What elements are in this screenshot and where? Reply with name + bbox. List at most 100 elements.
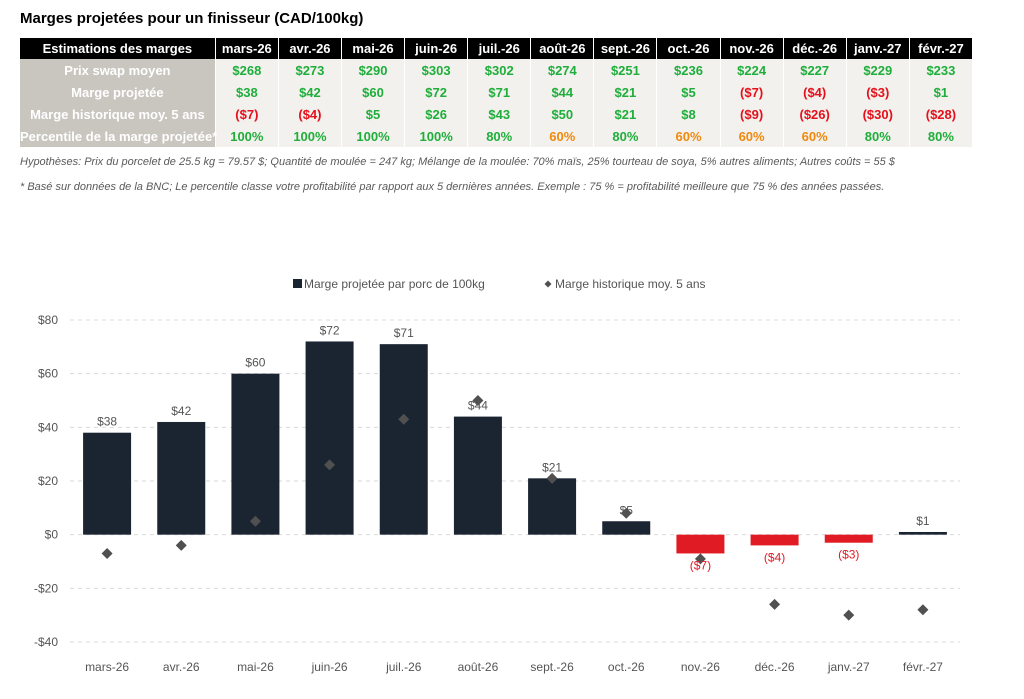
historical-marker [769,598,781,610]
table-cell: $302 [467,59,532,81]
table-cell: 60% [656,125,721,147]
table-month-header: août-26 [530,38,595,59]
historical-marker [101,547,113,559]
table-cell: 60% [783,125,847,147]
historical-marker [175,539,187,551]
table-cell: $229 [846,59,910,81]
bar [305,341,354,535]
historical-marker [249,515,261,527]
table-month-header: avr.-26 [278,38,342,59]
y-tick-label: $80 [38,313,58,327]
chart-axis: $80 $60 $40 $20 $0 -$20 -$40 mars-26 avr.-26 mai-… [34,313,943,674]
table-cell: 100% [215,125,279,147]
table-cell: $273 [278,59,342,81]
bar [602,521,651,535]
table-corner-header: Estimations des marges [20,38,216,59]
table-cell: $233 [909,59,974,81]
legend-bar-swatch [293,279,302,288]
historical-marker [917,604,929,616]
table-row-label: Prix swap moyen [20,59,216,81]
assumptions-note: Hypothèses: Prix du porcelet de 25.5 kg … [20,156,895,168]
table-cell: $1 [909,81,974,103]
x-tick-label: oct.-26 [608,660,645,674]
bar [824,534,873,543]
table-cell: $274 [530,59,595,81]
table-cell: 80% [846,125,910,147]
bar [750,534,799,546]
chart-data-labels: $38 $42 $60 $72 $71 $44 $21 $5 ($7) ($4) ($3) $1 [97,323,930,572]
y-tick-label: $60 [38,367,58,381]
table-cell: $5 [341,103,406,125]
bar-data-label: $44 [468,399,488,413]
y-tick-label: $0 [45,528,59,542]
table-row: Percentile de la marge projetée* 100% 100%… [20,125,974,147]
bar [157,421,206,535]
table-cell: $71 [467,81,532,103]
historical-marker [843,609,855,621]
bar [898,531,947,535]
table-cell: $303 [404,59,469,81]
y-tick-label: -$20 [34,581,58,595]
bar [676,534,725,554]
x-tick-label: août-26 [458,660,499,674]
chart-legend: Marge projetée par porc de 100kg Marge h… [293,277,706,291]
table-month-header: nov.-26 [720,38,784,59]
bar-data-label: ($3) [838,548,859,562]
table-row-label: Percentile de la marge projetée* [20,125,217,147]
table-cell: ($4) [783,81,847,103]
table-month-header: janv.-27 [846,38,910,59]
y-tick-label: $40 [38,420,58,434]
table-cell: 100% [404,125,469,147]
bar-data-label: $38 [97,415,117,429]
table-cell: $21 [593,103,658,125]
table-cell: ($4) [278,103,342,125]
x-tick-label: févr.-27 [903,660,943,674]
historical-marker [546,472,558,484]
table-month-header: juin-26 [404,38,469,59]
bar-data-label: $42 [171,404,191,418]
bar-data-label: ($7) [690,558,711,572]
y-tick-label: $20 [38,474,58,488]
footnote: * Basé sur données de la BNC; Le percent… [20,181,885,193]
bar [453,416,502,535]
table-cell: $251 [593,59,658,81]
table-cell: 80% [593,125,658,147]
table-row-label: Marge historique moy. 5 ans [20,103,216,125]
table-month-header: mars-26 [215,38,279,59]
table-cell: $60 [341,81,406,103]
table-cell: $268 [215,59,279,81]
x-tick-label: mai-26 [237,660,274,674]
table-row: Marge projetée $38 $42 $60 $72 $71 $44 $21 $5 ($7… [20,81,974,103]
bar [528,478,577,535]
table-cell: 100% [341,125,406,147]
table-month-header: déc.-26 [783,38,847,59]
historical-marker [324,459,336,471]
historical-marker [620,507,632,519]
table-month-header: oct.-26 [656,38,721,59]
table-cell: $290 [341,59,406,81]
bar [83,432,132,535]
table-cell: $42 [278,81,342,103]
table-cell: ($7) [720,81,784,103]
table-cell: $8 [656,103,721,125]
table-cell: $72 [404,81,469,103]
table-cell: $236 [656,59,721,81]
table-cell: $224 [720,59,784,81]
table-cell: 60% [720,125,784,147]
table-cell: $227 [783,59,847,81]
x-tick-label: juin-26 [311,660,348,674]
table-cell: ($26) [783,103,847,125]
table-month-header: mai-26 [341,38,406,59]
x-tick-label: juil.-26 [385,660,422,674]
table-cell: 80% [909,125,974,147]
legend-bar-label: Marge projetée par porc de 100kg [304,277,485,291]
table-cell: ($9) [720,103,784,125]
bar-data-label: $71 [394,326,414,340]
table-cell: 80% [467,125,532,147]
historical-marker [398,413,410,425]
bar-data-label: $60 [245,356,265,370]
table-cell: $5 [656,81,721,103]
table-cell: ($30) [846,103,910,125]
page-title: Marges projetées pour un finisseur (CAD/… [20,10,364,27]
table-row: Marge historique moy. 5 ans ($7) ($4) $5 $26… [20,103,974,125]
